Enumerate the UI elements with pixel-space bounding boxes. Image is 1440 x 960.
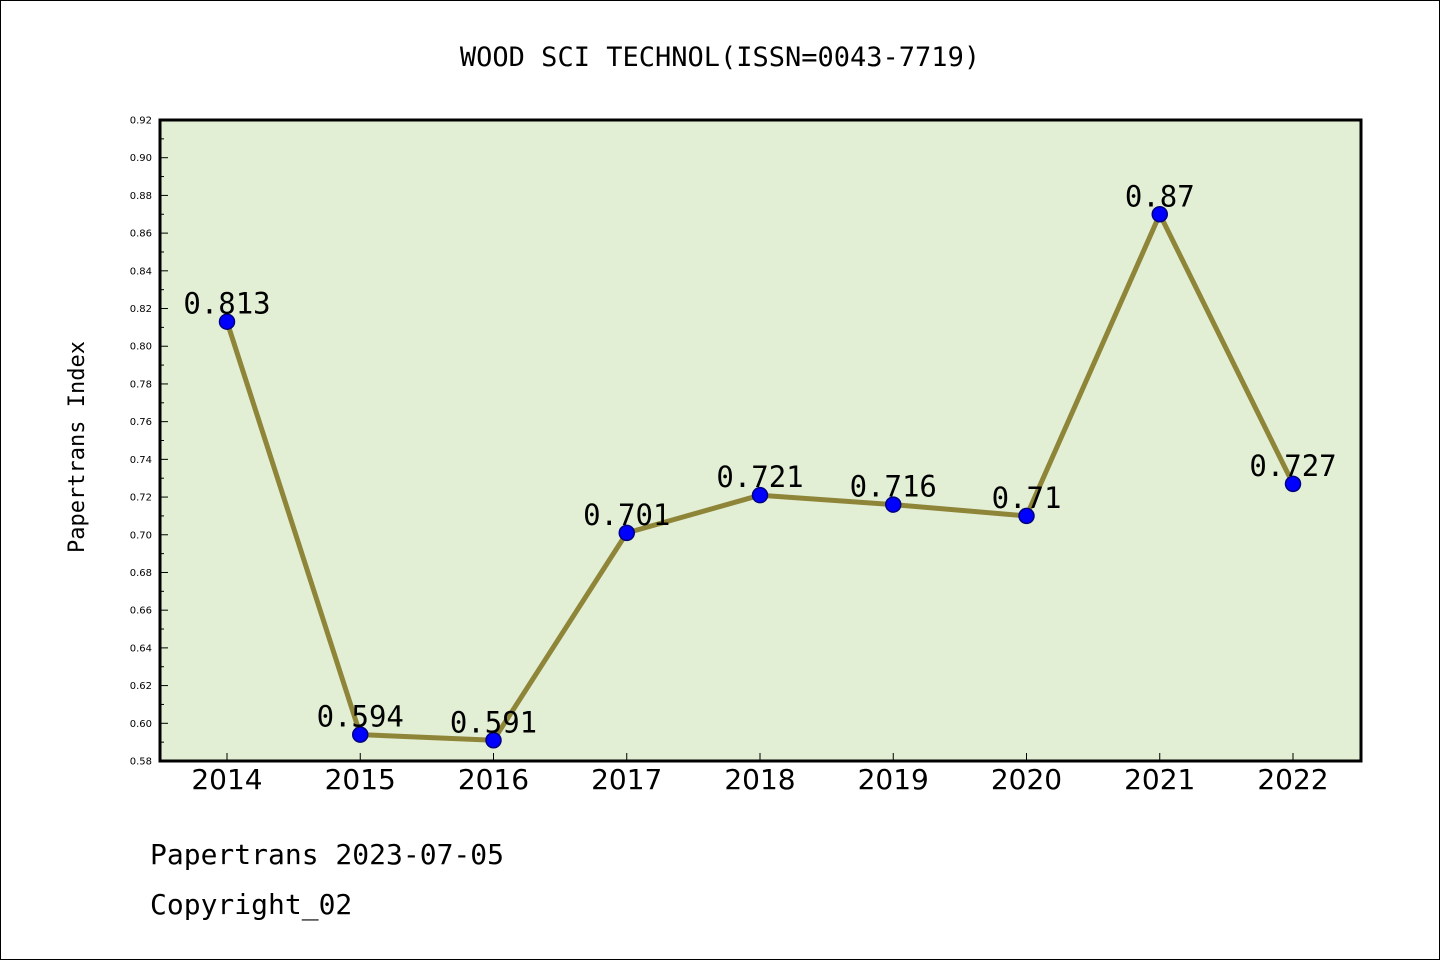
y-axis: 0.58 0.60 0.62 0.64 0.66 0.68 0.70 0.72 0.74 0.76… xyxy=(130,116,168,768)
x-tick-label: 2017 xyxy=(591,763,662,796)
y-tick-label: 0.74 xyxy=(130,455,152,466)
data-label: 0.71 xyxy=(992,481,1062,515)
y-tick-label: 0.62 xyxy=(130,681,152,692)
plot-area xyxy=(160,120,1361,761)
data-point xyxy=(485,732,502,749)
y-tick-label: 0.84 xyxy=(130,266,152,277)
y-tick-label: 0.76 xyxy=(130,417,152,428)
x-tick-label: 2019 xyxy=(858,763,929,796)
data-label: 0.716 xyxy=(850,470,937,504)
y-tick-label: 0.90 xyxy=(130,153,152,164)
x-tick-label: 2022 xyxy=(1257,763,1328,796)
y-tick-label: 0.92 xyxy=(130,116,152,127)
data-label: 0.813 xyxy=(183,287,270,321)
plot-border xyxy=(158,118,1363,763)
x-tick-label: 2018 xyxy=(724,763,795,796)
y-tick-label: 0.72 xyxy=(130,493,152,504)
x-axis: 2014 2015 2016 2017 2018 2019 2020 2021 2022 xyxy=(191,753,1329,796)
chart-title: WOOD SCI TECHNOL(ISSN=0043-7719) xyxy=(460,42,980,73)
data-point xyxy=(751,486,769,504)
data-label: 0.591 xyxy=(450,705,537,739)
x-tick-label: 2021 xyxy=(1124,763,1195,796)
data-label: 0.701 xyxy=(583,498,670,532)
data-point xyxy=(885,496,902,513)
x-tick-label: 2014 xyxy=(191,763,262,796)
y-tick-label: 0.80 xyxy=(130,342,152,353)
y-tick-label: 0.68 xyxy=(130,568,152,579)
data-point xyxy=(352,726,369,743)
x-tick-label: 2020 xyxy=(991,763,1062,796)
data-label: 0.721 xyxy=(716,460,803,494)
data-label: 0.87 xyxy=(1125,179,1195,213)
data-label: 0.727 xyxy=(1249,449,1336,483)
series-papertrans-index xyxy=(218,206,1302,749)
y-tick-label: 0.58 xyxy=(130,757,152,768)
data-label: 0.594 xyxy=(317,700,404,734)
data-point xyxy=(218,313,236,330)
data-point xyxy=(618,524,635,542)
y-tick-label: 0.66 xyxy=(130,606,152,617)
x-tick-label: 2015 xyxy=(325,763,396,796)
y-tick-label: 0.88 xyxy=(130,191,152,202)
y-tick-label: 0.78 xyxy=(130,379,152,390)
x-tick-label: 2016 xyxy=(458,763,529,796)
y-tick-label: 0.86 xyxy=(130,229,152,240)
y-tick-label: 0.82 xyxy=(130,304,152,315)
data-point xyxy=(1151,206,1168,223)
y-tick-label: 0.64 xyxy=(130,643,152,654)
y-axis-label: Papertrans Index xyxy=(65,341,90,553)
data-point xyxy=(1284,475,1302,493)
footer-source: Papertrans 2023-07-05 xyxy=(150,838,504,871)
y-tick-label: 0.70 xyxy=(130,530,152,541)
data-labels: 0.813 0.594 0.591 0.701 0.721 0.716 0.71 0.87 0.… xyxy=(183,179,1336,739)
footer-copyright: Copyright_02 xyxy=(150,888,352,922)
data-point xyxy=(1018,507,1035,525)
y-tick-label: 0.60 xyxy=(130,719,152,730)
